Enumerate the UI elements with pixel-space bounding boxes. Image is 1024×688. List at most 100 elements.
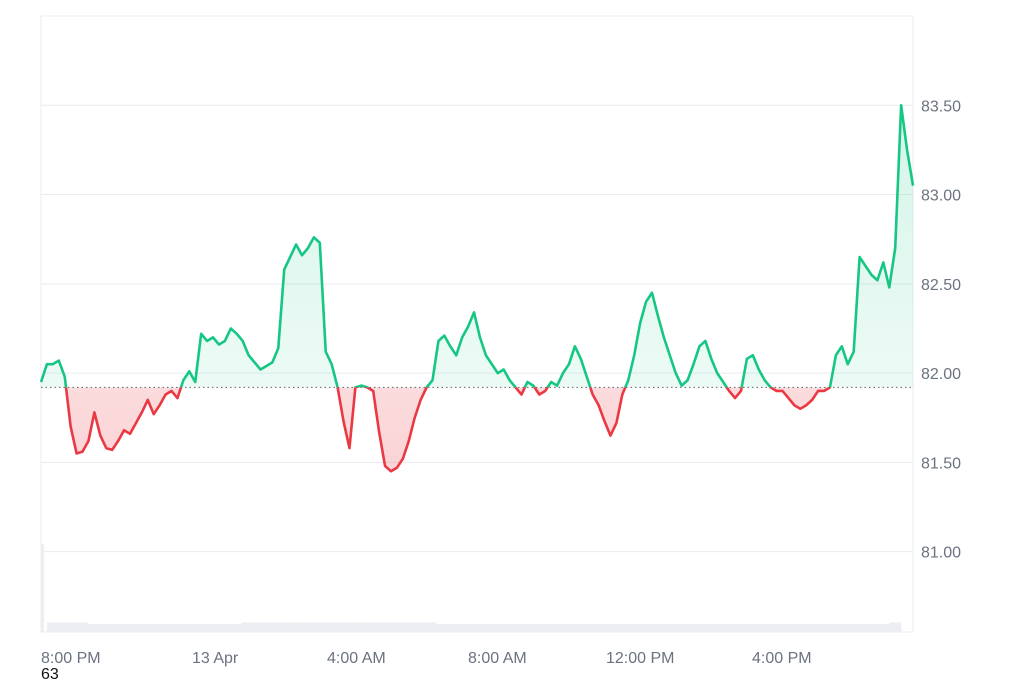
- volume-bar: [58, 622, 65, 632]
- volume-bar: [158, 624, 166, 632]
- volume-bar: [665, 624, 672, 632]
- volume-bar: [99, 624, 107, 632]
- volume-bar: [889, 622, 896, 632]
- area-above-baseline: [41, 105, 913, 388]
- volume-bar: [647, 624, 655, 632]
- volume-bar: [659, 624, 666, 632]
- volume-bar: [700, 624, 708, 632]
- volume-bar: [435, 624, 442, 632]
- volume-bar: [553, 624, 560, 632]
- volume-bar: [859, 624, 867, 632]
- volume-bar: [600, 624, 607, 632]
- volume-bar: [535, 624, 543, 632]
- volume-bar: [618, 624, 625, 632]
- volume-bar: [46, 622, 54, 632]
- volume-bar: [577, 624, 584, 632]
- volume-bar: [88, 624, 95, 632]
- x-tick-label: 4:00 AM: [327, 650, 386, 667]
- volume-bar: [883, 624, 890, 632]
- volume-bar: [624, 624, 631, 632]
- volume-bar: [812, 624, 820, 632]
- volume-bar: [182, 624, 189, 632]
- volume-bar: [82, 622, 89, 632]
- volume-bar: [282, 622, 289, 632]
- volume-bar: [718, 624, 725, 632]
- y-tick-label: 83.50: [921, 98, 961, 115]
- x-tick-label: 8:00 AM: [468, 650, 527, 667]
- volume-bar: [759, 624, 767, 632]
- volume-bar: [612, 624, 619, 632]
- y-axis: 83.50 83.00 82.50 82.00 81.50 81.00: [921, 98, 961, 561]
- volume-bar: [836, 624, 843, 632]
- volume-bar: [506, 624, 513, 632]
- volume-bar: [276, 622, 283, 632]
- volume-bar: [317, 622, 325, 632]
- volume-bar: [335, 622, 342, 632]
- volume-bar: [795, 624, 802, 632]
- volume-bar: [854, 624, 861, 632]
- volume-bar: [818, 624, 825, 632]
- volume-bar: [848, 624, 855, 632]
- volume-bar: [641, 624, 649, 632]
- volume-bar: [724, 624, 731, 632]
- volume-bar: [105, 624, 113, 632]
- volume-bar: [270, 622, 277, 632]
- volume-bar: [736, 624, 743, 632]
- volume-bar: [541, 624, 549, 632]
- volume-bar: [123, 624, 130, 632]
- volume-bar: [147, 624, 154, 632]
- volume-bar: [76, 622, 83, 632]
- area-below-baseline: [41, 387, 913, 472]
- volume-bar: [677, 624, 684, 632]
- volume-bar: [877, 624, 884, 632]
- volume-bar: [41, 544, 44, 632]
- x-tick-label: 12:00 PM: [606, 650, 674, 667]
- volume-bar: [264, 622, 272, 632]
- volume-bar: [418, 622, 425, 632]
- volume-bar: [117, 624, 124, 632]
- volume-bar: [459, 624, 466, 632]
- volume-bar: [588, 624, 596, 632]
- volume-bar: [211, 624, 219, 632]
- x-tick-label: 8:00 PM: [41, 650, 101, 667]
- volume-bar: [288, 622, 295, 632]
- volume-bar: [583, 624, 590, 632]
- volume-bar: [241, 622, 248, 632]
- volume-bar: [465, 624, 472, 632]
- volume-bar: [441, 624, 448, 632]
- volume-bar: [253, 622, 260, 632]
- x-axis: 8:00 PM 13 Apr 4:00 AM 8:00 AM 12:00 PM 4:00 …: [41, 650, 812, 667]
- volume-bar: [429, 622, 437, 632]
- volume-bar: [141, 624, 148, 632]
- volume-bar: [52, 622, 59, 632]
- y-tick-label: 83.00: [921, 188, 961, 205]
- volume-bar: [842, 624, 849, 632]
- volume-bar: [329, 622, 336, 632]
- volume-bar: [306, 622, 313, 632]
- y-tick-label: 81.00: [921, 545, 961, 562]
- volume-bar: [294, 622, 301, 632]
- volume-bar: [824, 624, 831, 632]
- volume-bar: [689, 624, 696, 632]
- volume-bar: [742, 624, 749, 632]
- volume-bar: [94, 624, 101, 632]
- volume-bar: [524, 624, 531, 632]
- y-tick-label: 82.50: [921, 277, 961, 294]
- volume-bar: [571, 624, 578, 632]
- volume-bar: [353, 622, 360, 632]
- volume-bar: [830, 624, 837, 632]
- volume-bar: [247, 622, 254, 632]
- volume-bar: [748, 624, 755, 632]
- volume-bar: [712, 624, 719, 632]
- volume-bar: [347, 622, 354, 632]
- volume-bar: [801, 624, 808, 632]
- volume-bar: [471, 624, 478, 632]
- volume-bar: [382, 622, 389, 632]
- volume-bar: [706, 624, 713, 632]
- volume-bar: [565, 624, 572, 632]
- volume-bar: [400, 622, 407, 632]
- bottom-stub-text: 63: [41, 667, 59, 683]
- volume-bar: [370, 622, 378, 632]
- volume-bar: [394, 622, 401, 632]
- x-tick-label: 4:00 PM: [752, 650, 812, 667]
